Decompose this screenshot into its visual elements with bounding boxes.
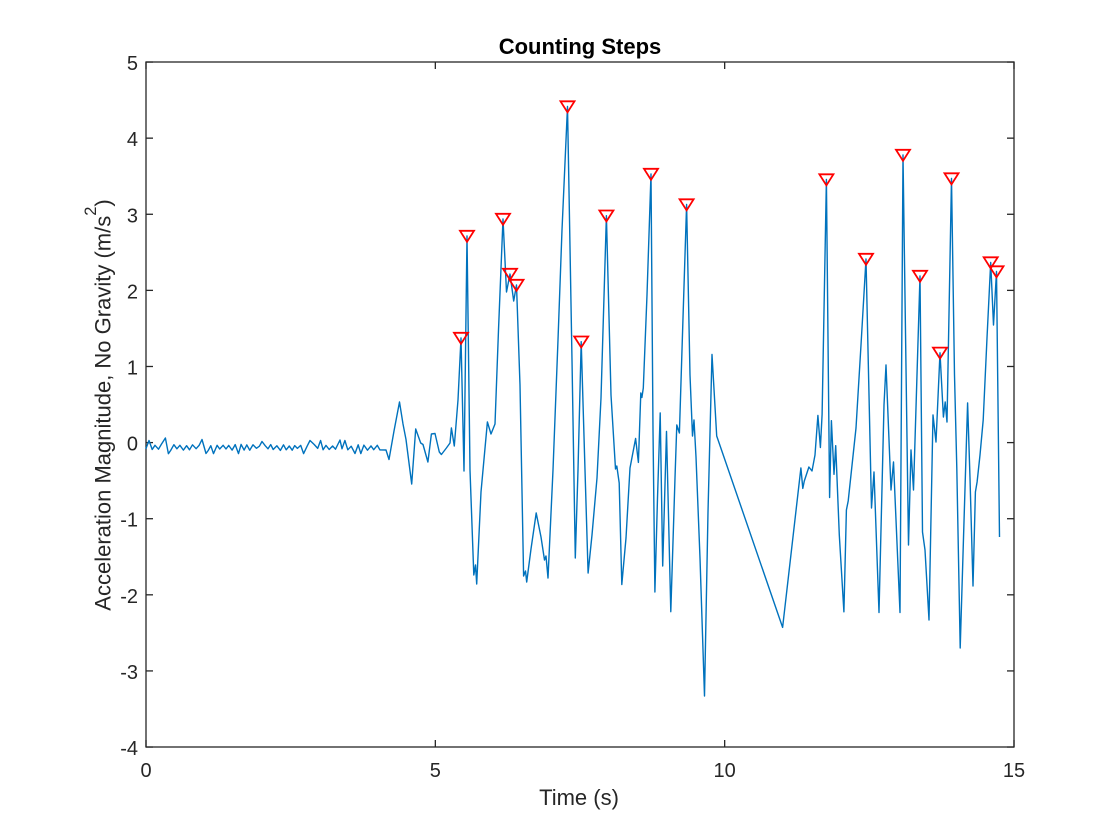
svg-text:-4: -4 <box>120 738 138 760</box>
svg-text:10: 10 <box>714 760 736 782</box>
svg-text:-1: -1 <box>120 510 138 532</box>
svg-text:Counting Steps: Counting Steps <box>499 34 662 59</box>
svg-text:Time (s): Time (s) <box>539 785 619 810</box>
svg-text:-2: -2 <box>120 586 138 608</box>
svg-text:3: 3 <box>127 205 138 227</box>
svg-text:2: 2 <box>127 281 138 303</box>
svg-text:5: 5 <box>127 53 138 75</box>
svg-text:0: 0 <box>127 434 138 456</box>
svg-text:4: 4 <box>127 129 138 151</box>
svg-text:0: 0 <box>140 760 151 782</box>
svg-text:15: 15 <box>1003 760 1025 782</box>
svg-text:1: 1 <box>127 357 138 379</box>
svg-text:5: 5 <box>430 760 441 782</box>
svg-text:-3: -3 <box>120 662 138 684</box>
